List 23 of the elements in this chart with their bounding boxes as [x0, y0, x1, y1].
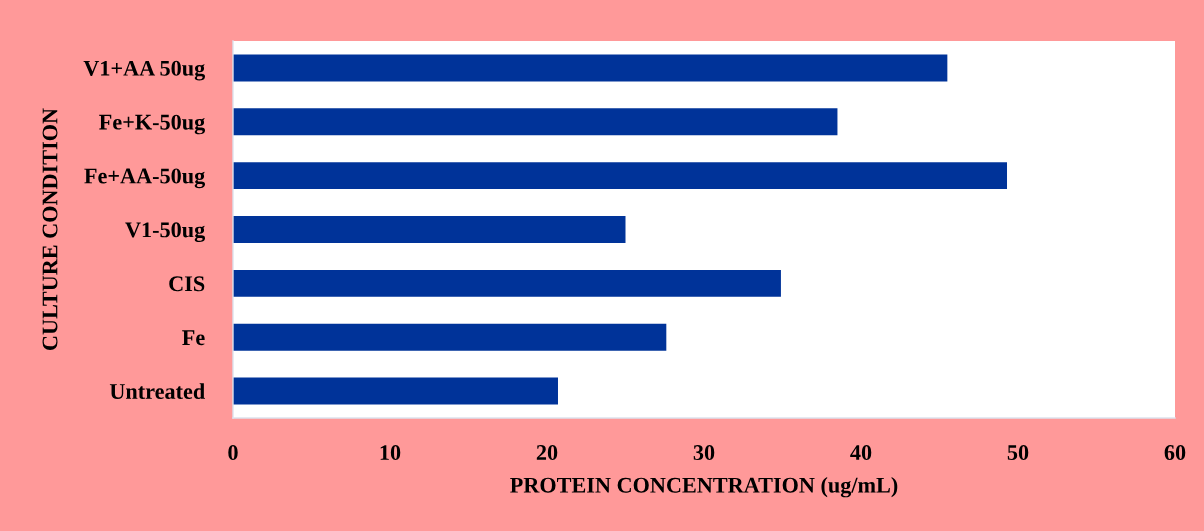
bar [233, 269, 781, 297]
bar [233, 54, 948, 82]
x-tick-label: 30 [693, 445, 715, 461]
bar [233, 162, 1008, 190]
bar [233, 323, 667, 351]
bar [233, 377, 558, 405]
bar [233, 216, 626, 243]
y-axis-title: CULTURE CONDITION [42, 108, 58, 350]
x-tick-label: 40 [850, 445, 872, 461]
bar [233, 108, 838, 136]
y-tick-label: V1+AA 50ug [83, 60, 206, 81]
x-tick-label: 20 [536, 445, 558, 461]
x-tick-label: 0 [228, 445, 238, 461]
x-tick-label: 50 [1007, 445, 1029, 461]
x-tick-label: 10 [380, 445, 401, 461]
y-tick-label: CIS [169, 276, 205, 292]
y-tick-label: Fe [182, 330, 205, 346]
x-tick-label: 60 [1164, 445, 1186, 461]
y-tick-label: Untreated [109, 383, 205, 399]
y-tick-label: V1-50ug [125, 222, 206, 243]
x-axis-title: PROTEIN CONCENTRATION (ug/mL) [510, 477, 898, 498]
y-tick-label: Fe+AA-50ug [84, 168, 206, 189]
y-tick-label: Fe+K-50ug [99, 114, 206, 135]
